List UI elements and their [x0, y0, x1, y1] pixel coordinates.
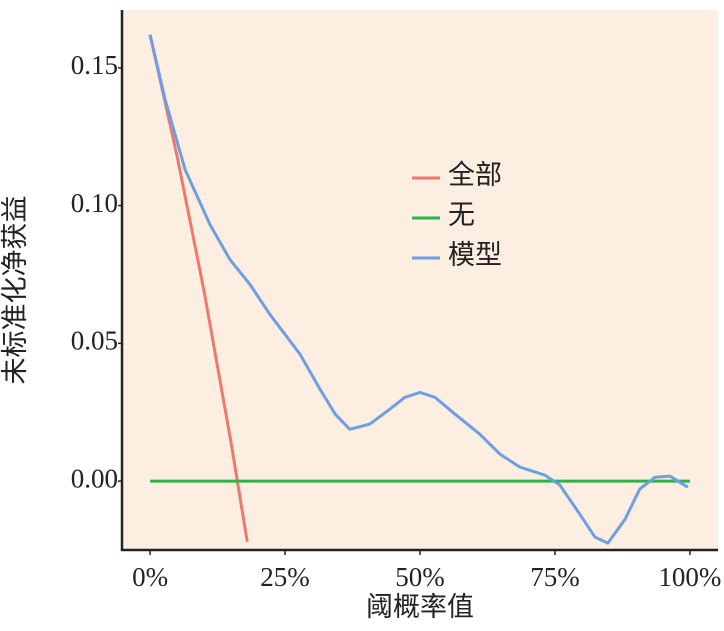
x-tick-label: 75%: [530, 562, 580, 592]
series-line: [148, 34, 689, 545]
y-tick-label: 0.00: [71, 463, 118, 493]
x-tick-label: 0%: [132, 562, 168, 592]
legend-label: 全部: [448, 160, 502, 190]
x-tick-label: 50%: [395, 562, 445, 592]
y-tick-label: 0.05: [71, 326, 118, 356]
series-group: [148, 34, 690, 545]
plot-area: [122, 10, 718, 550]
x-axis-label: 阈概率值: [366, 592, 474, 622]
legend-label: 无: [448, 200, 475, 230]
y-tick-label: 0.15: [71, 50, 118, 80]
series-line: [148, 34, 249, 542]
y-axis-label: 未标准化净获益: [0, 196, 30, 385]
y-tick-label: 0.10: [71, 188, 118, 218]
x-tick-label: 25%: [260, 562, 310, 592]
legend-label: 模型: [448, 240, 502, 270]
x-tick-label: 100%: [658, 562, 721, 592]
